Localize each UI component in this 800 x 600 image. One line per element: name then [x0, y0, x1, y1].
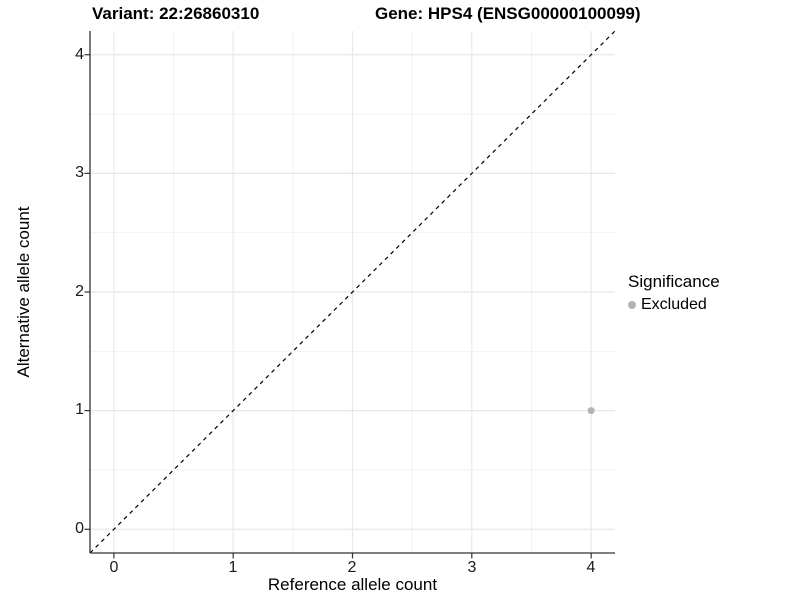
x-tick-label: 2: [347, 559, 357, 576]
x-tick-label: 1: [228, 559, 238, 576]
y-tick-label: 1: [75, 401, 84, 418]
y-tick-label: 4: [75, 46, 84, 63]
legend-title: Significance: [628, 272, 720, 291]
gene-title: Gene: HPS4 (ENSG00000100099): [375, 4, 641, 23]
x-tick-label: 4: [586, 559, 596, 576]
x-axis-title: Reference allele count: [267, 575, 438, 594]
x-tick-label: 3: [467, 559, 477, 576]
legend: Significance Excluded: [628, 271, 720, 314]
identity-reference-line: [89, 30, 616, 554]
y-tick-label: 2: [75, 283, 84, 300]
y-axis-title: Alternative allele count: [14, 206, 33, 378]
legend-item-label: Excluded: [641, 296, 707, 313]
data-point: [587, 407, 595, 415]
y-tick-label: 3: [75, 164, 84, 181]
y-tick-label: 0: [75, 520, 84, 537]
excluded-point-icon: [628, 300, 636, 309]
x-tick-label: 0: [109, 559, 119, 576]
legend-item-excluded: Excluded: [628, 295, 720, 314]
variant-title: Variant: 22:26860310: [92, 4, 260, 23]
